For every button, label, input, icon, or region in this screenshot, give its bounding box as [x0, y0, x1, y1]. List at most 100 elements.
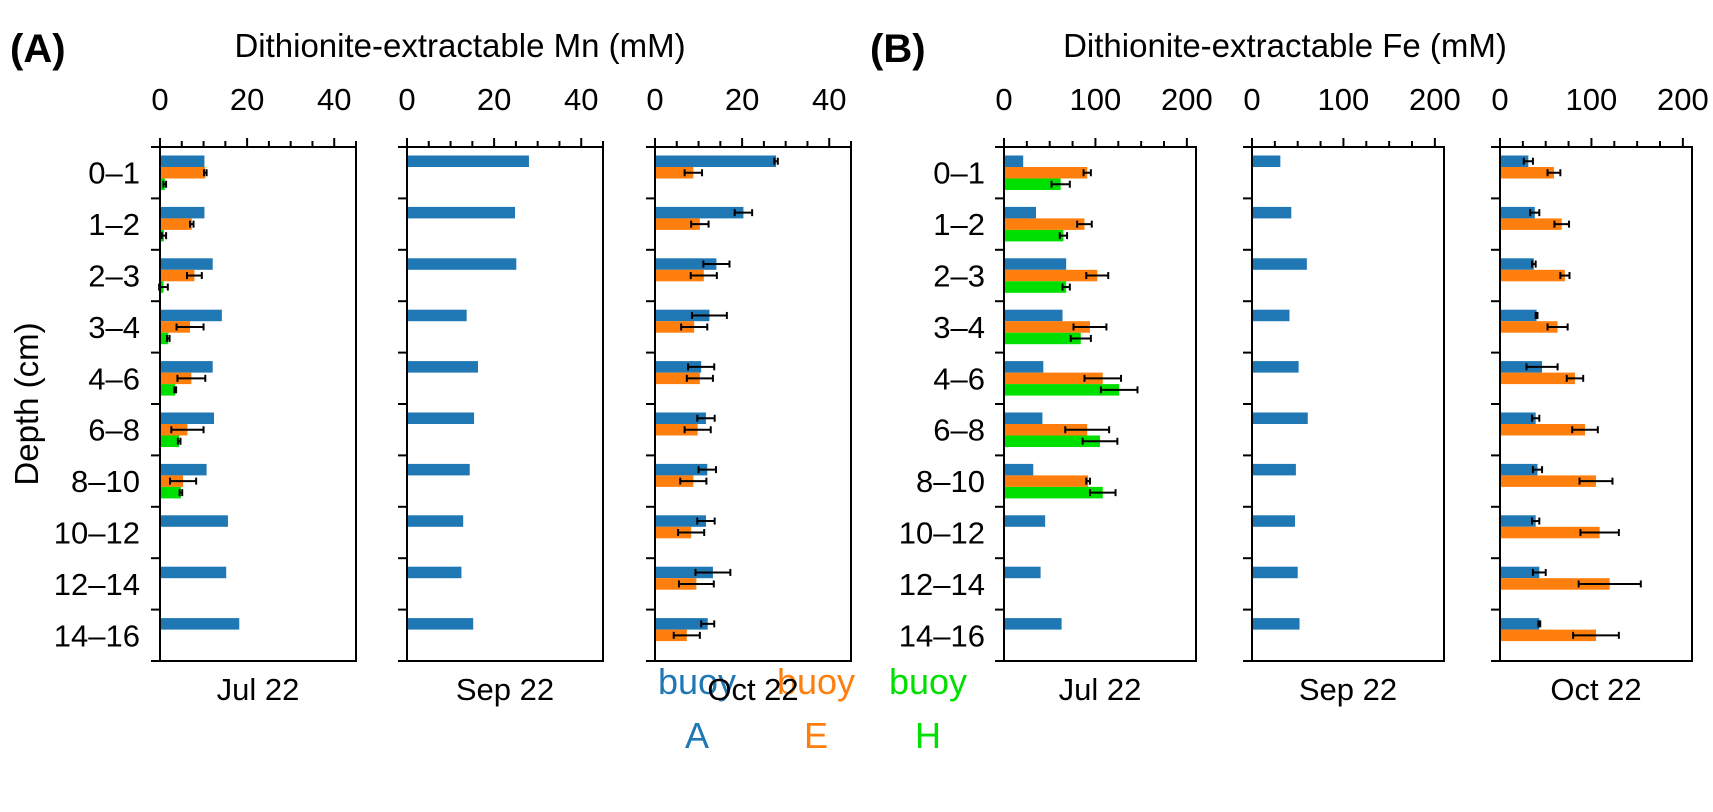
bar-buoy-a	[1253, 566, 1298, 579]
bar-buoy-a	[656, 515, 706, 527]
bar-buoy-a	[656, 258, 717, 270]
bar-buoy-e	[1501, 372, 1575, 385]
bar-buoy-e	[656, 526, 692, 539]
depth-tick-label: 6–8	[933, 413, 985, 448]
bar-buoy-a	[1253, 258, 1307, 270]
depth-tick-label: 14–16	[54, 618, 140, 653]
bar-buoy-a	[1005, 515, 1046, 527]
depth-tick-label: 14–16	[899, 618, 985, 653]
bar-buoy-e	[161, 269, 195, 282]
bar-buoy-a	[1005, 155, 1024, 167]
bar-buoy-e	[161, 167, 206, 179]
bar-buoy-a	[656, 206, 744, 219]
subplot-date-label: Oct 22	[707, 672, 798, 707]
panel-label-b: (B)	[870, 27, 926, 71]
bar-buoy-a	[1501, 618, 1540, 630]
depth-tick-label: 4–6	[88, 361, 140, 396]
bar-buoy-e	[656, 475, 694, 487]
bar-buoy-e	[161, 372, 192, 385]
legend: buoy A buoy E buoy H	[658, 661, 967, 756]
bar-buoy-a	[408, 566, 462, 579]
subplot-date-label: Sep 22	[456, 672, 554, 707]
bar-buoy-a	[1005, 258, 1067, 270]
bar-buoy-a	[1501, 258, 1534, 270]
bar-buoy-a	[161, 515, 228, 527]
bar-buoy-e	[161, 321, 191, 333]
x-tick-label: 100	[1566, 82, 1618, 117]
bar-buoy-a	[1501, 309, 1537, 322]
bar-buoy-a	[1005, 412, 1043, 424]
legend-h-line2: H	[915, 715, 941, 756]
bar-buoy-a	[656, 309, 710, 322]
bar-buoy-e	[1005, 424, 1088, 436]
x-tick-label: 0	[151, 82, 168, 117]
bar-buoy-a	[656, 463, 708, 476]
bar-buoy-e	[1005, 167, 1088, 179]
bar-buoy-a	[1005, 463, 1034, 476]
subplot-oct-22: 0 20 40 Oct 22	[646, 82, 852, 707]
bar-buoy-e	[1005, 475, 1089, 487]
panel-title-mn: Dithionite-extractable Mn (mM)	[234, 27, 685, 64]
depth-tick-label: 12–14	[54, 567, 140, 602]
bar-buoy-e	[1005, 321, 1090, 333]
bar-buoy-a	[408, 309, 467, 322]
x-tick-label: 20	[230, 82, 264, 117]
bar-buoy-a	[408, 155, 529, 167]
bar-buoy-a	[408, 258, 517, 270]
x-tick-label: 0	[1243, 82, 1260, 117]
bar-buoy-e	[656, 167, 694, 179]
bar-buoy-h	[1005, 281, 1067, 293]
bar-buoy-e	[1501, 475, 1596, 487]
bar-buoy-e	[1501, 526, 1600, 539]
x-tick-label: 200	[1409, 82, 1461, 117]
bar-buoy-h	[1005, 229, 1064, 242]
bar-buoy-a	[1253, 155, 1281, 167]
bar-buoy-e	[1501, 424, 1586, 436]
bar-buoy-a	[161, 412, 215, 424]
x-tick-label: 20	[725, 82, 759, 117]
bar-buoy-h	[1005, 178, 1061, 190]
x-tick-label: 200	[1657, 82, 1709, 117]
bar-buoy-a	[1501, 463, 1538, 476]
depth-tick-label: 1–2	[88, 207, 140, 242]
bar-buoy-h	[1005, 435, 1100, 447]
depth-tick-label: 3–4	[933, 310, 985, 345]
depth-tick-label: 10–12	[54, 516, 140, 551]
subplot-date-label: Jul 22	[217, 672, 300, 707]
bar-buoy-a	[1253, 515, 1295, 527]
bar-buoy-h	[161, 332, 169, 345]
bar-buoy-a	[1005, 566, 1041, 579]
bar-buoy-a	[1253, 618, 1300, 630]
bar-buoy-a	[1005, 361, 1044, 373]
bar-buoy-e	[656, 424, 698, 436]
bar-buoy-a	[1501, 566, 1540, 579]
subplot-oct-22: 0 100 200 Oct 22	[1491, 82, 1709, 707]
bar-buoy-a	[656, 618, 708, 630]
bar-buoy-a	[656, 412, 706, 424]
subplot-jul-22: 0 20 40 Jul 22	[151, 82, 357, 707]
x-tick-label: 0	[646, 82, 663, 117]
bar-buoy-e	[656, 578, 697, 590]
bar-buoy-e	[656, 321, 695, 333]
plot-frame	[406, 146, 604, 662]
plot-frame	[1251, 146, 1445, 662]
bar-buoy-e	[1501, 269, 1565, 282]
bar-buoy-a	[1501, 515, 1536, 527]
x-tick-label: 40	[564, 82, 598, 117]
bar-buoy-h	[161, 384, 176, 396]
bar-buoy-a	[1501, 412, 1536, 424]
bar-buoy-e	[1005, 372, 1103, 385]
depth-tick-label: 1–2	[933, 207, 985, 242]
bar-buoy-a	[1253, 309, 1290, 322]
depth-tick-label: 0–1	[88, 156, 140, 191]
bar-buoy-a	[161, 206, 205, 219]
depth-tick-label: 2–3	[933, 259, 985, 294]
bar-buoy-a	[656, 155, 777, 167]
subplot-jul-22: 0 100 200 Jul 22	[995, 82, 1213, 707]
x-tick-label: 100	[1318, 82, 1370, 117]
subplot-date-label: Oct 22	[1550, 672, 1641, 707]
bar-buoy-a	[656, 566, 713, 579]
bar-buoy-a	[408, 206, 516, 219]
depth-tick-label: 10–12	[899, 516, 985, 551]
y-axis-label: Depth (cm)	[8, 322, 45, 485]
